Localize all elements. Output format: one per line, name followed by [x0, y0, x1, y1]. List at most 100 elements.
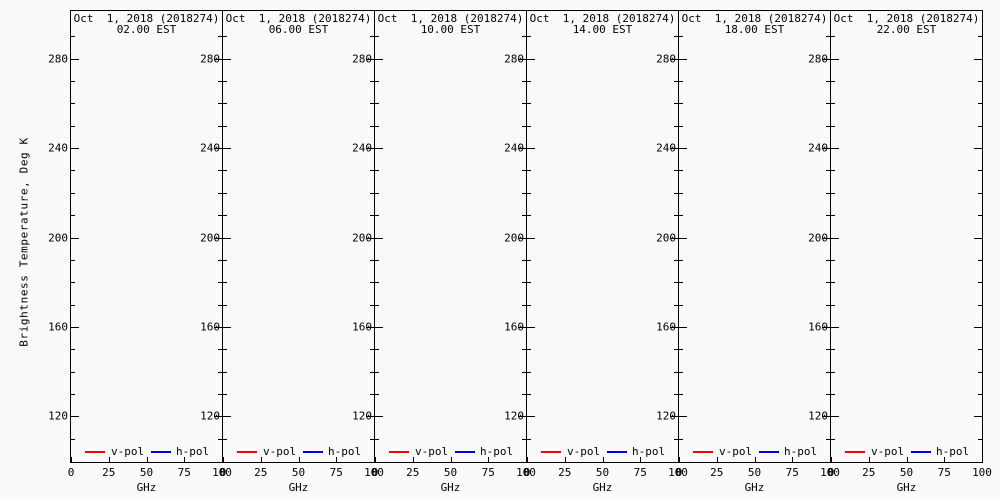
y-axis-tick	[223, 237, 231, 239]
y-axis-tick	[831, 438, 835, 440]
x-axis-title: GHz	[136, 481, 157, 494]
x-axis-tick	[679, 457, 680, 462]
y-axis-tick	[978, 304, 982, 306]
y-axis-tick	[223, 371, 227, 373]
x-axis-tick-label: 25	[862, 466, 876, 479]
y-axis-tick	[826, 349, 830, 351]
y-axis-tick	[71, 36, 75, 38]
y-axis-tick	[674, 371, 678, 373]
x-axis-title: GHz	[592, 481, 613, 494]
y-axis-tick	[527, 215, 531, 217]
y-axis-tick	[679, 148, 687, 150]
y-axis-tick	[370, 125, 374, 127]
y-axis-tick	[375, 304, 379, 306]
y-axis-tick	[679, 237, 687, 239]
y-axis-tick	[214, 416, 222, 418]
panel-title-date: Oct 1, 2018 (2018274)	[377, 12, 524, 25]
x-axis-tick	[906, 457, 908, 462]
y-axis-tick-label: 280	[48, 52, 68, 66]
y-axis-tick	[375, 237, 383, 239]
y-axis-tick	[370, 103, 374, 105]
y-axis-tick	[71, 215, 75, 217]
y-axis-tick	[522, 371, 526, 373]
y-axis-tick-label: 200	[808, 231, 828, 244]
y-axis-tick	[826, 304, 830, 306]
y-axis-tick	[375, 215, 379, 217]
y-axis-tick	[527, 416, 535, 418]
y-axis-tick	[679, 282, 683, 284]
y-axis-tick	[826, 36, 830, 38]
y-axis-tick-label: 280	[200, 52, 220, 66]
y-axis-tick	[223, 125, 227, 127]
y-axis-tick	[518, 58, 526, 60]
x-axis-tick	[640, 457, 642, 462]
y-axis-tick	[375, 259, 379, 261]
y-axis-tick	[679, 326, 687, 328]
y-axis-tick	[370, 282, 374, 284]
y-axis-tick	[375, 125, 379, 127]
y-axis-tick	[522, 393, 526, 395]
y-axis-tick-label: 120	[48, 409, 68, 423]
panel-title-time: 18.00 EST	[724, 23, 785, 36]
y-axis-tick	[978, 36, 982, 38]
y-axis-tick	[674, 81, 678, 83]
x-axis-tick	[298, 457, 300, 462]
y-axis-tick	[974, 58, 982, 60]
y-axis-tick	[370, 81, 374, 83]
legend-line-v-pol	[845, 451, 865, 453]
y-axis-tick	[375, 371, 379, 373]
y-axis-tick	[679, 125, 683, 127]
y-axis-tick	[674, 393, 678, 395]
y-axis-tick	[679, 36, 683, 38]
y-axis-tick	[375, 81, 379, 83]
legend-label-h-pol: h-pol	[784, 445, 818, 458]
y-axis-tick-label: 280	[808, 52, 828, 66]
y-axis-tick	[71, 170, 75, 172]
y-axis-tick-label: 200	[200, 231, 220, 244]
x-axis-tick-label: 75	[937, 466, 951, 479]
y-axis-tick	[831, 282, 835, 284]
y-axis-tick	[978, 349, 982, 351]
x-axis-tick-label: 25	[406, 466, 420, 479]
y-axis-tick	[370, 215, 374, 217]
y-axis-tick	[518, 326, 526, 328]
y-axis-tick	[527, 125, 531, 127]
y-axis-tick-label: 120	[200, 409, 220, 423]
y-axis-tick-label: 120	[808, 409, 828, 423]
y-axis-tick	[71, 282, 75, 284]
y-axis-tick-label: 200	[352, 231, 372, 244]
y-axis-tick	[223, 170, 227, 172]
legend-line-v-pol	[389, 451, 409, 453]
x-axis-tick	[336, 457, 338, 462]
x-axis-tick	[982, 457, 983, 462]
y-axis-tick-label: 240	[504, 141, 524, 155]
legend-line-h-pol	[911, 451, 931, 453]
y-axis-tick	[978, 371, 982, 373]
y-axis-tick	[375, 58, 383, 60]
y-axis-tick	[522, 192, 526, 194]
legend-label-h-pol: h-pol	[480, 445, 514, 458]
panel-title-time: 10.00 EST	[420, 23, 481, 36]
y-axis-tick	[527, 282, 531, 284]
y-axis-tick	[527, 326, 535, 328]
y-axis-tick	[679, 304, 683, 306]
y-axis-tick	[522, 215, 526, 217]
x-axis-tick	[488, 457, 490, 462]
y-axis-tick	[826, 81, 830, 83]
y-axis-tick	[370, 170, 374, 172]
y-axis-tick	[375, 282, 379, 284]
legend-line-v-pol	[541, 451, 561, 453]
y-axis-tick-label: 160	[352, 320, 372, 334]
y-axis-tick	[218, 304, 222, 306]
y-axis-tick	[223, 58, 231, 60]
y-axis-tick	[71, 393, 75, 395]
y-axis-tick	[375, 349, 379, 351]
y-axis-tick	[978, 282, 982, 284]
y-axis-tick	[527, 81, 531, 83]
y-axis-tick	[370, 192, 374, 194]
y-axis-tick-label: 200	[48, 231, 68, 244]
y-axis-tick	[375, 416, 383, 418]
y-axis-tick	[826, 103, 830, 105]
y-axis-tick	[527, 237, 535, 239]
y-axis-tick	[375, 393, 379, 395]
